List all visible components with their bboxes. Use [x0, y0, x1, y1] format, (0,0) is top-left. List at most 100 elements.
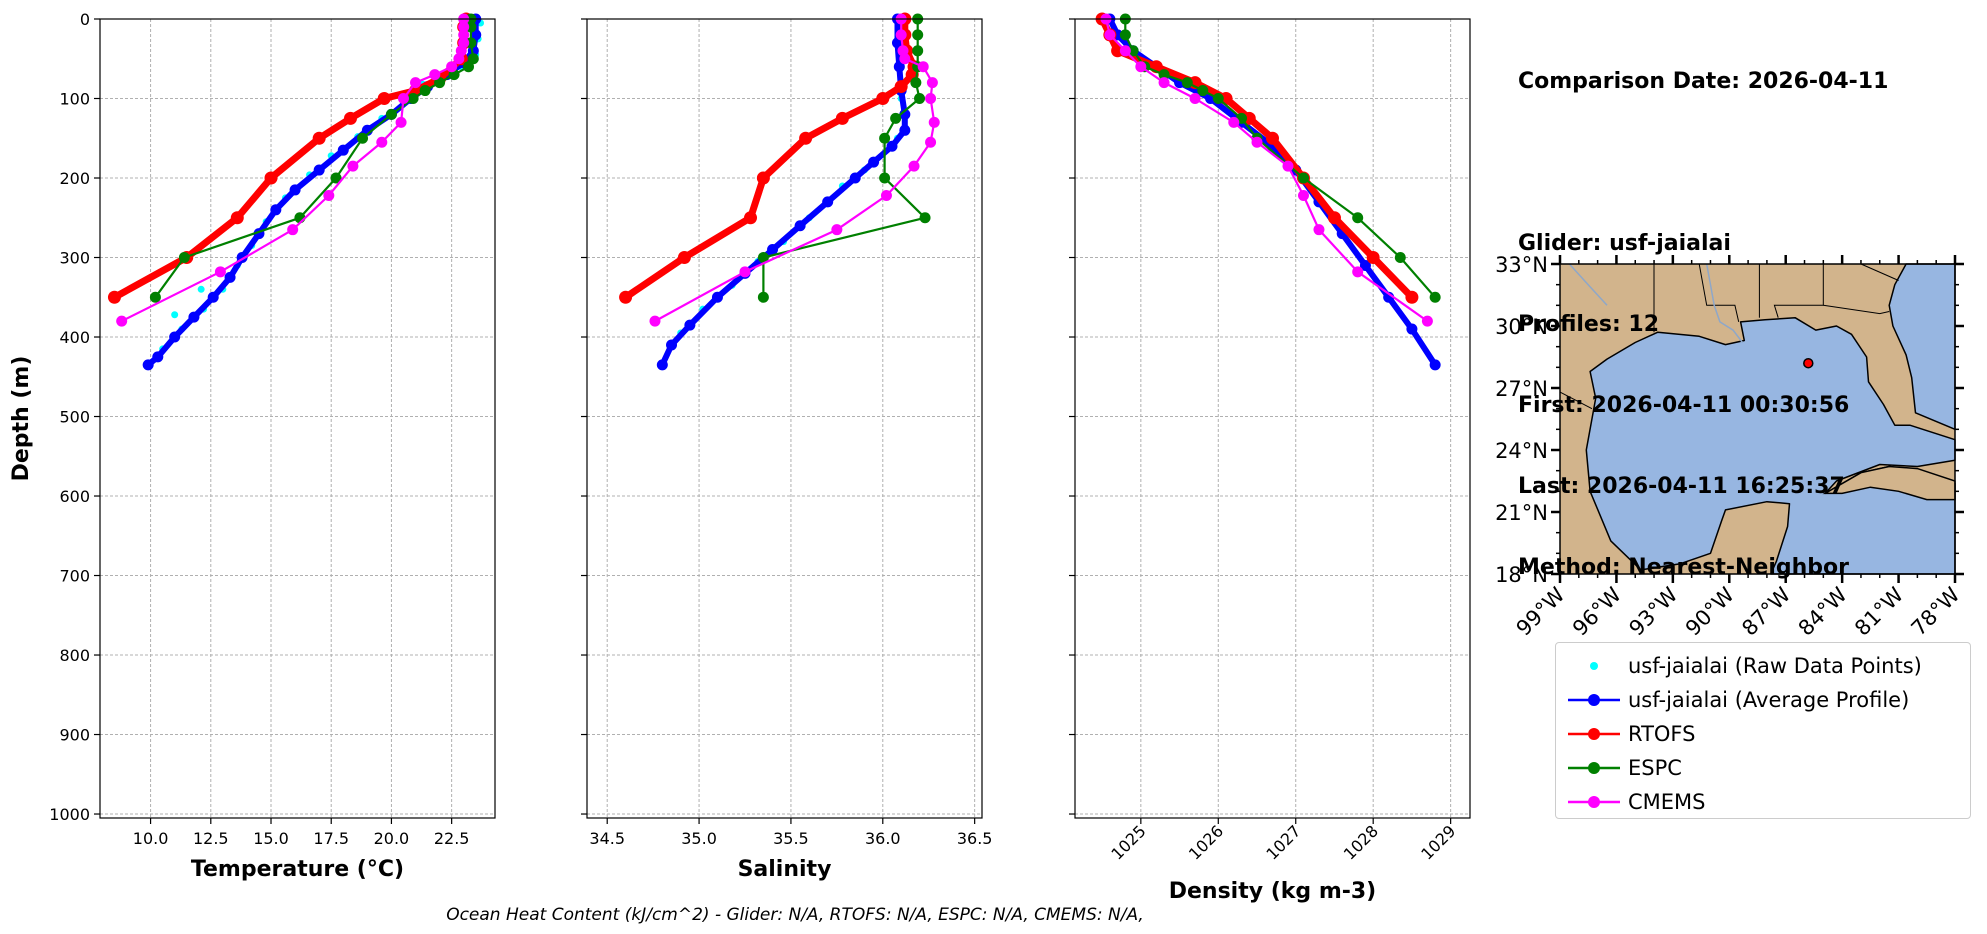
y-tick-label: 600	[59, 487, 90, 506]
usf-jaialai-average-profile-marker	[313, 164, 325, 176]
usf-jaialai-average-profile-marker	[152, 351, 164, 363]
espc-marker	[890, 112, 902, 124]
first-profile-time: First: 2026-04-11 00:30:56	[1518, 393, 1850, 418]
espc-marker	[879, 132, 891, 144]
espc-marker	[1429, 291, 1441, 303]
legend-label: usf-jaialai (Raw Data Points)	[1628, 654, 1922, 678]
espc-marker	[1297, 172, 1309, 184]
x-tick-label: 36.5	[957, 829, 993, 848]
y-tick-label: 800	[59, 646, 90, 665]
cmems-marker	[926, 77, 938, 89]
cmems-marker	[1282, 160, 1294, 172]
usf-jaialai-average-profile-marker	[822, 196, 834, 208]
espc-marker	[912, 29, 924, 41]
cmems-marker	[116, 315, 128, 327]
y-tick-label: 200	[59, 169, 90, 188]
gulf-of-mexico-water	[1585, 316, 1956, 575]
espc-marker	[463, 61, 475, 73]
comparison-date: Comparison Date: 2026-04-11	[1518, 69, 1889, 94]
usf-jaialai-average-profile-marker	[1406, 323, 1418, 335]
rtofs-marker	[107, 290, 121, 304]
rtofs-marker	[1266, 131, 1279, 145]
usf-jaialai-average-profile-marker	[666, 339, 678, 351]
x-tick-label: 1029	[1417, 821, 1459, 863]
usf-jaialai-average-profile-marker	[1359, 259, 1371, 271]
cmems-marker	[649, 315, 661, 327]
cmems-marker	[1228, 116, 1240, 128]
cmems-marker	[1135, 61, 1147, 73]
axes-frame	[1074, 18, 1471, 819]
usf-jaialai-average-profile-marker	[893, 61, 905, 73]
espc-marker	[757, 291, 769, 303]
map-y-tick-label: 18°N	[1495, 563, 1548, 587]
usf-jaialai-average-profile-marker	[188, 311, 200, 323]
y-tick-label: 100	[59, 90, 90, 109]
ocean-heat-content-footer: Ocean Heat Content (kJ/cm^2) - Glider: N…	[446, 905, 1144, 925]
legend-item-espc: ESPC	[1556, 751, 1970, 785]
cmems-marker	[1104, 29, 1116, 41]
usf-jaialai-average-profile-marker	[224, 271, 236, 283]
usf-jaialai-average-profile-marker	[767, 244, 779, 256]
cmems-marker	[831, 224, 843, 236]
state-border	[1698, 263, 1740, 323]
usf-jaialai-average-profile-marker	[470, 29, 482, 41]
cmems-marker	[899, 53, 911, 65]
last-profile-time: Last: 2026-04-11 16:25:37	[1518, 474, 1845, 499]
legend-label: CMEMS	[1628, 790, 1706, 814]
comparison-info: Comparison Date: 2026-04-11 Glider: usf-…	[1518, 14, 1888, 608]
x-tick-label: 35.5	[773, 829, 809, 848]
rtofs-marker	[1327, 211, 1341, 225]
map-y-tick-label: 27°N	[1495, 377, 1548, 401]
espc-marker	[1212, 93, 1224, 105]
legend-label: ESPC	[1628, 756, 1682, 780]
espc-marker	[1181, 77, 1193, 89]
legend-item-glider: usf-jaialai (Average Profile)	[1556, 683, 1970, 717]
density-panel: 1025 1026 1027 1028 1029 Density (kg m-3)	[1069, 12, 1471, 904]
cmems-marker	[880, 189, 892, 201]
state-border	[1860, 263, 1899, 281]
espc-line	[154, 17, 475, 299]
espc-marker	[385, 108, 397, 120]
x-tick-label: 34.5	[589, 829, 625, 848]
rtofs-marker	[619, 290, 633, 304]
legend-swatch-glider	[1568, 694, 1620, 706]
raw-data-point	[197, 285, 205, 293]
rtofs-marker	[377, 92, 391, 106]
cmems-line	[120, 17, 465, 323]
espc-marker	[912, 45, 924, 57]
cmems-marker	[410, 77, 422, 89]
rtofs-marker	[894, 80, 908, 94]
cmems-marker	[1297, 189, 1309, 201]
legend-swatch-raw	[1590, 662, 1598, 670]
rtofs-marker	[264, 171, 278, 185]
usf-jaialai-average-profile-marker	[270, 204, 282, 216]
x-axis-label: Temperature (°C)	[191, 857, 404, 882]
espc-marker	[1127, 45, 1139, 57]
x-tick-label: 36.0	[865, 829, 901, 848]
cmems-marker	[376, 136, 388, 148]
cmems-marker	[287, 224, 299, 236]
cmems-marker	[1158, 77, 1170, 89]
rtofs-marker	[1405, 290, 1419, 304]
legend-swatch-rtofs	[1568, 728, 1620, 740]
espc-marker	[467, 53, 479, 65]
cmems-marker	[925, 136, 937, 148]
rtofs-marker	[677, 251, 691, 265]
legend-item-cmems: CMEMS	[1556, 785, 1970, 819]
espc-marker	[1394, 252, 1406, 264]
legend-swatch-cmems	[1568, 796, 1620, 808]
y-axis-label: Depth (m)	[9, 356, 34, 482]
x-tick-label: 1027	[1262, 821, 1304, 863]
cmems-marker	[429, 69, 441, 81]
espc-marker	[419, 85, 431, 97]
espc-marker	[1197, 85, 1209, 97]
river	[1705, 263, 1744, 343]
espc-marker	[407, 93, 419, 105]
usf-jaialai-average-profile-marker	[794, 220, 806, 232]
x-tick-label: 20.0	[374, 829, 410, 848]
usf-jaialai-average-profile-marker	[1429, 359, 1441, 371]
usf-jaialai-average-profile-marker	[849, 172, 861, 184]
x-tick-label: 12.5	[193, 829, 229, 848]
rtofs-line	[111, 15, 470, 301]
